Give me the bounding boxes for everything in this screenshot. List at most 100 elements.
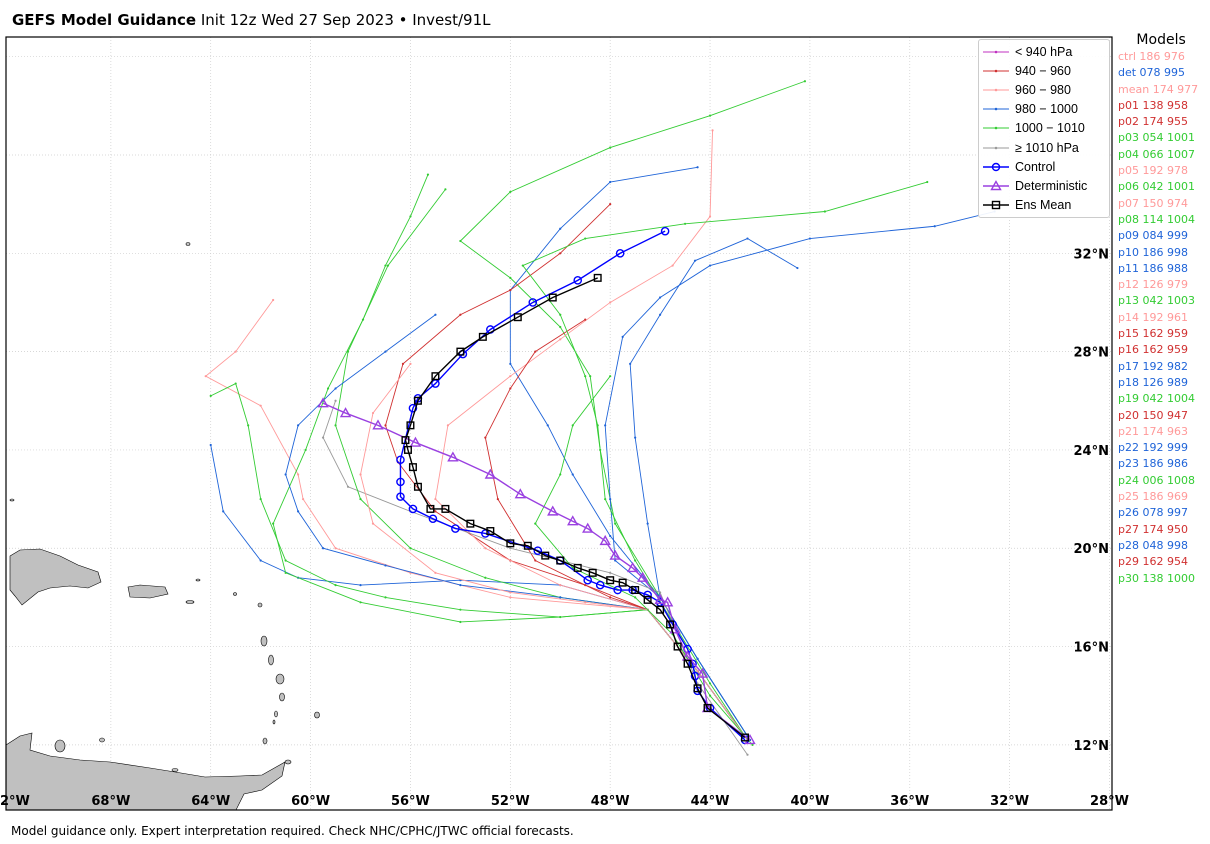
model-entry: p03 054 1001 xyxy=(1118,131,1195,145)
member-point xyxy=(284,473,287,476)
member-point xyxy=(584,601,587,604)
member-point xyxy=(234,382,237,385)
legend-swatch-icon xyxy=(983,107,1009,111)
model-entry: p28 048 998 xyxy=(1118,538,1188,552)
model-entry: p18 126 989 xyxy=(1118,375,1188,389)
deterministic-marker xyxy=(447,451,459,462)
control-marker xyxy=(396,477,405,487)
member-point xyxy=(634,436,637,439)
legend-label: < 940 hPa xyxy=(1015,44,1073,59)
model-entry: p07 150 974 xyxy=(1118,196,1188,210)
member-point xyxy=(509,276,512,279)
ens-mean-marker xyxy=(413,482,422,491)
control-track xyxy=(399,230,746,741)
member-point xyxy=(409,547,412,550)
member-point xyxy=(484,547,487,550)
member-point xyxy=(384,564,387,567)
lat-tick-label: 12°N xyxy=(1074,739,1109,754)
legend-swatch-icon xyxy=(983,50,1009,53)
legend-item: 940 − 960 xyxy=(983,61,1071,80)
control-marker xyxy=(533,546,543,555)
deterministic-marker xyxy=(654,593,666,605)
legend-item: Control xyxy=(983,157,1055,176)
member-point xyxy=(629,362,632,365)
member-point xyxy=(746,237,749,240)
member-point xyxy=(334,547,337,550)
member-point xyxy=(444,188,447,191)
member-point xyxy=(823,210,826,213)
puerto-rico xyxy=(127,584,169,599)
member-point xyxy=(426,173,430,176)
disclaimer-footer: Model guidance only. Expert interpretati… xyxy=(11,824,574,838)
model-entry: p24 006 1008 xyxy=(1118,473,1195,487)
member-point xyxy=(401,362,405,365)
lon-tick-label: 28°W xyxy=(1090,794,1129,809)
control-marker xyxy=(451,524,460,533)
member-point xyxy=(708,694,712,697)
member-point xyxy=(604,497,607,501)
deterministic-marker xyxy=(514,488,526,499)
ens-mean-marker xyxy=(593,273,602,282)
legend-swatch-icon xyxy=(983,88,1009,92)
member-point xyxy=(409,215,412,218)
model-entry: p08 114 1004 xyxy=(1118,212,1195,226)
member-point xyxy=(459,584,462,587)
legend-swatch-icon xyxy=(983,179,1009,191)
member-point xyxy=(297,473,300,476)
deterministic-marker xyxy=(372,419,384,430)
ens-mean-marker xyxy=(548,293,557,302)
member-point xyxy=(371,411,375,415)
ens-mean-marker xyxy=(588,568,597,577)
title-bold: GEFS Model Guidance xyxy=(12,11,197,29)
member-point xyxy=(222,510,225,513)
control-marker xyxy=(396,455,405,465)
ens-mean-marker xyxy=(683,659,692,668)
member-point xyxy=(534,350,537,353)
control-marker xyxy=(408,504,418,514)
model-entry: p23 186 986 xyxy=(1118,457,1188,471)
member-point xyxy=(484,576,487,579)
legend-label: Control xyxy=(1015,159,1056,174)
ens-mean-marker xyxy=(673,642,682,651)
ens-mean-marker xyxy=(403,445,412,454)
member-point xyxy=(693,259,697,262)
member-point xyxy=(609,375,612,378)
ens-mean-marker xyxy=(618,578,627,587)
model-entry: p30 138 1000 xyxy=(1118,571,1195,585)
member-point xyxy=(534,522,537,525)
lon-tick-label: 32°W xyxy=(990,794,1029,809)
member-point xyxy=(384,424,387,427)
ens-mean-marker xyxy=(413,396,422,405)
deterministic-marker xyxy=(609,549,621,560)
member-point xyxy=(334,387,337,390)
ens-mean-marker xyxy=(693,684,702,693)
member-point xyxy=(434,313,437,316)
legend-item: 960 − 980 xyxy=(983,80,1071,99)
lon-tick-label: 56°W xyxy=(391,794,430,809)
deterministic-marker xyxy=(661,596,674,607)
lon-tick-label: 60°W xyxy=(291,794,330,809)
ens-mean-marker xyxy=(703,703,712,712)
control-marker xyxy=(660,226,670,236)
ens-mean-track xyxy=(404,277,746,739)
member-point xyxy=(609,301,612,304)
model-entry: p25 186 969 xyxy=(1118,490,1188,504)
member-point xyxy=(272,522,275,525)
plot-background xyxy=(6,37,1112,810)
model-entry: p19 042 1004 xyxy=(1118,392,1195,406)
member-point xyxy=(659,591,662,594)
control-marker xyxy=(428,514,438,524)
south-america xyxy=(5,732,286,811)
member-point xyxy=(634,596,637,599)
land xyxy=(5,242,320,811)
member-point xyxy=(696,670,699,673)
lon-tick-label: 52°W xyxy=(491,794,530,809)
member-point xyxy=(459,313,462,316)
lat-tick-label: 16°N xyxy=(1074,641,1109,656)
member-point xyxy=(297,424,300,427)
model-entry: p12 126 979 xyxy=(1118,278,1188,292)
model-entry: p01 138 958 xyxy=(1118,98,1188,112)
member-point xyxy=(259,559,262,562)
model-entry: p27 174 950 xyxy=(1118,522,1188,536)
member-point xyxy=(509,591,512,594)
